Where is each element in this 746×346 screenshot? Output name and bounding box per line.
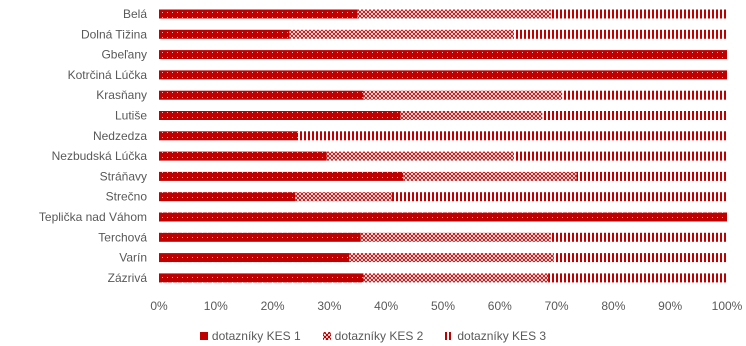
x-tick-label: 10%	[204, 299, 228, 313]
legend-label-kes3: dotazníky KES 3	[457, 329, 547, 343]
x-tick-label: 60%	[488, 299, 512, 313]
bar-segment-kes1	[159, 232, 361, 242]
bar-segment-kes3	[391, 192, 727, 202]
category-label: Nezbudská Lúčka	[52, 149, 148, 163]
legend-swatch-kes2	[322, 332, 331, 340]
bar-segment-kes1	[159, 151, 327, 161]
bar-segment-kes2	[349, 253, 554, 263]
bar-segment-kes1	[159, 70, 727, 80]
x-tick-label: 70%	[545, 299, 569, 313]
category-label: Lutiše	[115, 109, 147, 123]
category-label: Kotrčiná Lúčka	[68, 68, 148, 82]
bar-segment-kes1	[159, 171, 404, 181]
legend-item-kes3: dotazníky KES 3	[445, 329, 546, 343]
bars-group	[159, 9, 727, 283]
category-labels: Belá Dolná Tižina Gbeľany Kotrčiná Lúčka Kra…	[39, 7, 147, 285]
legend-swatch-kes3	[445, 332, 454, 340]
bar-segment-kes3	[514, 29, 727, 39]
bar-segment-kes2	[360, 232, 551, 242]
bar-segment-kes2	[357, 9, 551, 19]
category-label: Varín	[119, 251, 147, 265]
x-tick-label: 40%	[374, 299, 398, 313]
bar-segment-kes3	[562, 90, 727, 100]
bar-segment-kes1	[159, 212, 727, 222]
category-label: Krasňany	[96, 88, 147, 102]
bar-segment-kes1	[159, 273, 364, 283]
bar-segment-kes1	[159, 29, 290, 39]
category-label: Teplička nad Váhom	[39, 210, 147, 224]
x-tick-label: 90%	[658, 299, 682, 313]
bar-segment-kes1	[159, 111, 401, 120]
category-label: Terchová	[98, 230, 147, 244]
bar-segment-kes3	[542, 111, 727, 120]
bar-segment-kes2	[363, 273, 549, 283]
legend-item-kes1: dotazníky KES 1	[199, 329, 301, 343]
bar-segment-kes2	[295, 192, 392, 202]
x-tick-label: 20%	[261, 299, 285, 313]
bar-segment-kes2	[400, 111, 543, 120]
bar-segment-kes2	[326, 151, 514, 161]
bar-segment-kes2	[363, 90, 563, 100]
x-tick-label: 0%	[150, 299, 168, 313]
category-label: Dolná Tižina	[81, 27, 147, 41]
x-tick-label: 80%	[601, 299, 625, 313]
category-label: Belá	[123, 7, 147, 21]
bar-segment-kes1	[159, 131, 299, 141]
x-tick-label: 50%	[431, 299, 455, 313]
bar-segment-kes2	[403, 171, 577, 181]
bar-segment-kes3	[548, 273, 727, 283]
legend-label-kes2: dotazníky KES 2	[334, 329, 424, 343]
bar-segment-kes1	[159, 192, 296, 202]
legend-label-kes1: dotazníky KES 1	[211, 329, 301, 343]
legend-item-kes2: dotazníky KES 2	[322, 329, 424, 343]
legend-swatch-kes1	[199, 332, 208, 340]
bar-segment-kes1	[159, 9, 358, 19]
bar-segment-kes1	[159, 90, 364, 100]
bar-segment-kes3	[550, 232, 727, 242]
bar-segment-kes3	[514, 151, 727, 161]
bar-segment-kes3	[298, 131, 727, 141]
x-tick-labels: 0% 10% 20% 30% 40% 50% 60% 70% 80% 90% 100%	[150, 299, 742, 313]
bar-segment-kes2	[289, 29, 514, 39]
bar-segment-kes3	[576, 171, 727, 181]
category-label: Nedzedza	[93, 129, 147, 143]
legend: dotazníky KES 1 dotazníky KES 2 dotazník…	[0, 328, 746, 344]
category-label: Zázrivá	[108, 271, 148, 285]
bar-segment-kes3	[553, 253, 727, 263]
x-tick-label: 100%	[712, 299, 743, 313]
bar-segment-kes3	[550, 9, 727, 19]
bar-segment-kes1	[159, 253, 350, 263]
x-tick-label: 30%	[317, 299, 341, 313]
category-label: Strečno	[106, 190, 148, 204]
category-label: Gbeľany	[101, 48, 147, 62]
category-label: Stráňavy	[100, 169, 147, 183]
bar-segment-kes1	[159, 50, 727, 60]
